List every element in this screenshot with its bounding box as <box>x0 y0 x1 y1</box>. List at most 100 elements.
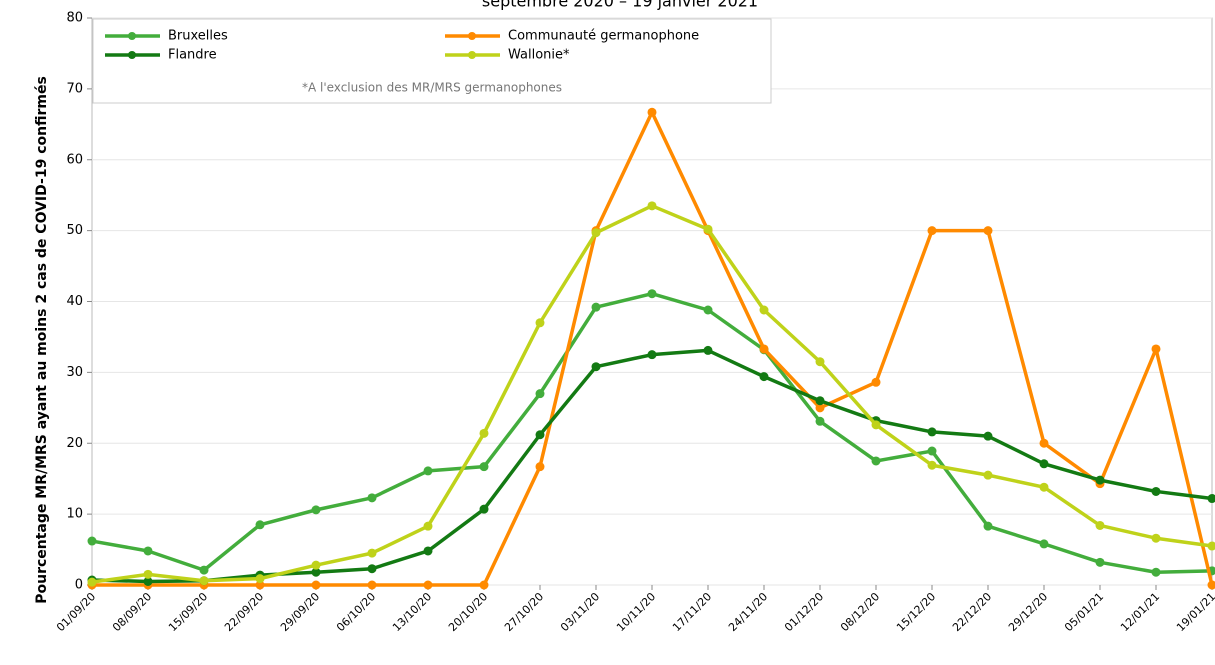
data-point <box>1039 438 1049 448</box>
x-tick-label: 29/09/20 <box>278 590 322 634</box>
x-tick-label: 17/11/20 <box>670 590 714 634</box>
data-point <box>479 462 489 472</box>
data-point <box>535 318 545 328</box>
data-point <box>815 396 825 406</box>
data-point <box>1151 533 1161 543</box>
y-tick-label: 80 <box>66 11 83 26</box>
x-tick-label: 10/11/20 <box>614 590 658 634</box>
legend-marker <box>468 32 476 40</box>
data-point <box>367 580 377 590</box>
data-point <box>983 431 993 441</box>
x-tick-label: 06/10/20 <box>334 590 378 634</box>
data-point <box>647 350 657 360</box>
x-tick-label: 27/10/20 <box>502 590 546 634</box>
data-point <box>983 521 993 531</box>
data-point <box>1151 567 1161 577</box>
x-tick-label: 19/01/21 <box>1174 590 1215 634</box>
data-point <box>479 580 489 590</box>
y-tick-label: 20 <box>66 436 83 451</box>
data-point <box>1207 494 1215 504</box>
legend-label: Communauté germanophone <box>508 29 699 44</box>
data-point <box>927 446 937 456</box>
data-point <box>759 372 769 382</box>
data-point <box>1095 475 1105 485</box>
y-tick-label: 50 <box>66 223 83 238</box>
data-point <box>871 456 881 466</box>
x-tick-label: 12/01/21 <box>1118 590 1162 634</box>
data-point <box>311 560 321 570</box>
data-point <box>591 362 601 372</box>
data-point <box>871 420 881 430</box>
data-point <box>423 546 433 556</box>
data-point <box>479 428 489 438</box>
data-point <box>1207 541 1215 551</box>
data-point <box>255 520 265 530</box>
x-tick-label: 13/10/20 <box>390 590 434 634</box>
data-point <box>1151 344 1161 354</box>
data-point <box>927 460 937 470</box>
data-point <box>535 462 545 472</box>
data-point <box>703 224 713 234</box>
data-point <box>311 580 321 590</box>
data-point <box>1095 557 1105 567</box>
y-tick-label: 0 <box>75 578 83 593</box>
data-point <box>1039 539 1049 549</box>
data-point <box>423 580 433 590</box>
x-tick-label: 08/09/20 <box>110 590 154 634</box>
x-tick-label: 24/11/20 <box>726 590 770 634</box>
data-point <box>703 345 713 355</box>
data-point <box>255 580 265 590</box>
x-tick-label: 15/12/20 <box>894 590 938 634</box>
x-tick-label: 01/12/20 <box>782 590 826 634</box>
data-point <box>871 377 881 387</box>
legend-label: Wallonie* <box>508 48 570 63</box>
data-point <box>1039 459 1049 469</box>
y-axis-label: Pourcentage MR/MRS ayant au moins 2 cas … <box>34 76 50 604</box>
data-point <box>927 427 937 437</box>
y-tick-label: 10 <box>66 507 83 522</box>
x-tick-label: 01/09/20 <box>54 590 98 634</box>
x-tick-label: 08/12/20 <box>838 590 882 634</box>
x-tick-label: 03/11/20 <box>558 590 602 634</box>
data-point <box>1151 486 1161 496</box>
data-point <box>311 505 321 515</box>
data-point <box>255 574 265 584</box>
data-point <box>647 201 657 211</box>
data-point <box>87 536 97 546</box>
y-tick-label: 60 <box>66 152 83 167</box>
data-point <box>423 521 433 531</box>
data-point <box>815 403 825 413</box>
data-point <box>367 548 377 558</box>
legend-marker <box>468 51 476 59</box>
data-point <box>535 430 545 440</box>
data-point <box>311 567 321 577</box>
chart-title: septembre 2020 – 19 janvier 2021 <box>482 0 758 11</box>
x-tick-label: 22/09/20 <box>222 590 266 634</box>
x-tick-label: 22/12/20 <box>950 590 994 634</box>
data-point <box>1039 482 1049 492</box>
data-point <box>983 226 993 236</box>
data-point <box>703 305 713 315</box>
data-point <box>143 569 153 579</box>
legend-box <box>92 18 772 104</box>
data-point <box>87 577 97 587</box>
data-point <box>815 357 825 367</box>
x-tick-label: 20/10/20 <box>446 590 490 634</box>
data-point <box>199 576 209 586</box>
data-point <box>143 546 153 556</box>
y-tick-label: 30 <box>66 365 83 380</box>
data-point <box>983 470 993 480</box>
x-tick-label: 15/09/20 <box>166 590 210 634</box>
data-point <box>815 416 825 426</box>
data-point <box>759 344 769 354</box>
data-point <box>479 504 489 514</box>
legend-marker <box>128 32 136 40</box>
x-tick-label: 29/12/20 <box>1006 590 1050 634</box>
y-tick-label: 40 <box>66 294 83 309</box>
data-point <box>647 107 657 117</box>
series-line <box>91 291 1213 574</box>
legend-marker <box>128 51 136 59</box>
x-tick-label: 05/01/21 <box>1062 590 1106 634</box>
data-point <box>423 466 433 476</box>
